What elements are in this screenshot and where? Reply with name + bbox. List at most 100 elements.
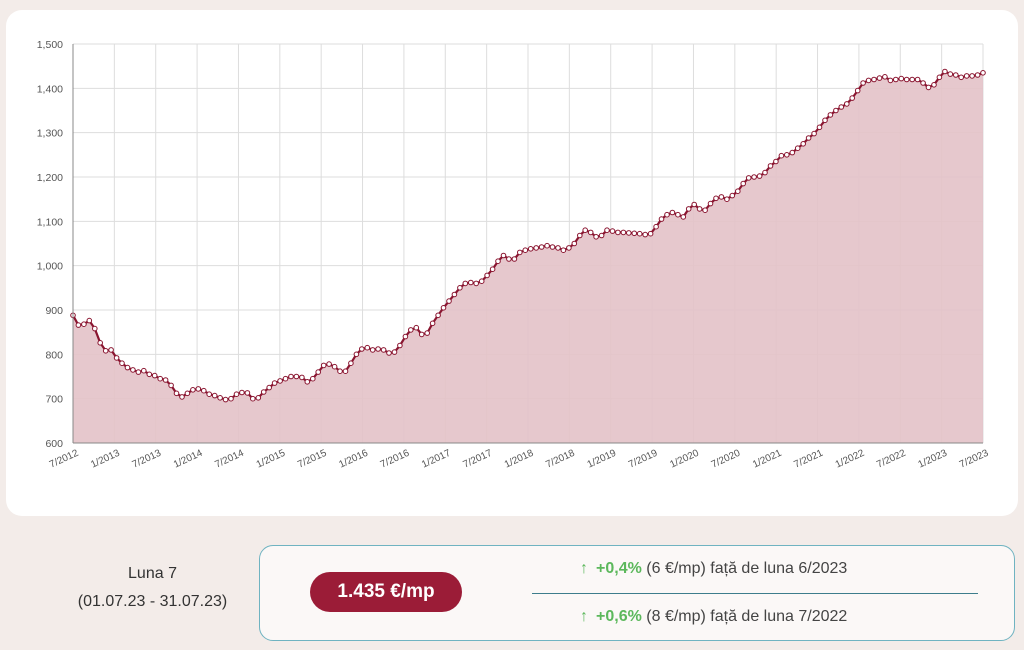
data-point <box>925 84 932 91</box>
data-point <box>260 389 267 395</box>
data-point <box>402 333 409 340</box>
data-point <box>936 74 943 81</box>
period-title: Luna 7 <box>128 565 177 582</box>
price-chart: 1,500 1,400 1,300 1,200 1,100 1,000 900 800 700 6… <box>37 39 991 471</box>
data-point <box>794 145 801 151</box>
data-point <box>517 249 523 256</box>
data-point <box>778 152 785 159</box>
data-point <box>473 280 480 287</box>
data-point <box>337 368 343 375</box>
data-point <box>206 391 212 398</box>
data-point <box>713 195 719 202</box>
data-point <box>326 361 332 367</box>
data-point <box>522 247 529 253</box>
y-tick-label: 1,200 <box>37 172 63 184</box>
x-tick-label: 7/2019 <box>627 448 660 471</box>
arrow-up-icon: ↑ <box>580 608 588 625</box>
data-point <box>642 231 649 238</box>
data-point <box>724 196 730 202</box>
data-point <box>102 348 109 354</box>
x-tick-label: 1/2020 <box>668 448 701 471</box>
y-tick-label: 1,100 <box>37 216 63 228</box>
data-point <box>838 104 845 110</box>
data-point <box>696 206 703 212</box>
data-point <box>800 141 807 147</box>
change-absolute: (6 €/mp) <box>646 560 706 577</box>
data-point <box>849 95 856 101</box>
data-point <box>920 80 926 86</box>
x-tick-label: 1/2018 <box>503 448 536 471</box>
data-point <box>702 207 708 213</box>
data-point <box>271 380 278 386</box>
x-tick-label: 1/2021 <box>751 448 784 471</box>
data-point <box>805 135 812 141</box>
data-point <box>555 245 561 251</box>
data-point <box>222 396 229 403</box>
data-point <box>244 390 251 396</box>
data-point <box>685 206 692 212</box>
change-yearly: ↑ +0,6% (8 €/mp) față de luna 7/2022 <box>580 608 847 626</box>
data-point <box>299 374 305 381</box>
data-point <box>647 230 654 237</box>
chart-card: 1,500 1,400 1,300 1,200 1,100 1,000 900 800 700 6… <box>6 10 1018 516</box>
data-point <box>527 246 534 252</box>
data-point <box>598 232 605 239</box>
data-point <box>184 390 191 397</box>
x-tick-label: 7/2021 <box>792 448 825 471</box>
data-point <box>113 355 120 361</box>
data-point <box>664 211 670 218</box>
data-point <box>789 149 796 156</box>
x-tick-label: 7/2016 <box>379 448 412 471</box>
data-point <box>658 216 665 222</box>
data-point <box>468 279 474 286</box>
data-point <box>348 360 354 367</box>
data-point <box>168 382 174 389</box>
data-point <box>566 245 572 251</box>
data-point <box>429 320 436 327</box>
data-point <box>844 101 850 107</box>
data-point <box>369 347 376 353</box>
y-tick-label: 900 <box>45 305 63 317</box>
data-point <box>119 360 125 367</box>
divider <box>532 593 978 594</box>
data-point <box>729 192 736 199</box>
data-point <box>304 379 311 385</box>
data-point <box>538 244 545 250</box>
data-point <box>408 327 414 333</box>
data-point <box>680 214 687 220</box>
data-point <box>675 211 681 218</box>
data-point <box>593 234 599 240</box>
data-point <box>947 71 954 77</box>
data-point <box>293 373 300 380</box>
stats-card: 1.435 €/mp ↑ +0,4% (6 €/mp) față de luna … <box>259 545 1015 641</box>
x-tick-label: 7/2014 <box>213 448 246 471</box>
data-point <box>391 349 398 355</box>
data-point <box>92 325 98 332</box>
x-tick-label: 7/2015 <box>296 448 329 471</box>
data-point <box>860 80 866 86</box>
data-point <box>195 386 202 392</box>
data-point <box>544 242 550 249</box>
data-point <box>577 232 583 239</box>
data-point <box>484 272 490 279</box>
x-tick-label: 7/2012 <box>48 448 81 471</box>
x-tick-label: 7/2013 <box>131 448 164 471</box>
data-point <box>549 244 556 250</box>
period-range: (01.07.23 - 31.07.23) <box>77 593 228 610</box>
data-point <box>909 76 916 83</box>
data-point <box>636 230 643 237</box>
data-point <box>364 344 371 351</box>
y-tick-label: 1,400 <box>37 83 63 95</box>
y-tick-label: 1,000 <box>37 261 63 273</box>
change-monthly: ↑ +0,4% (6 €/mp) față de luna 6/2023 <box>580 560 847 578</box>
data-point <box>233 391 240 398</box>
data-point <box>457 285 463 291</box>
data-point <box>854 87 861 94</box>
data-point <box>773 158 779 165</box>
x-tick-label: 1/2017 <box>420 448 453 471</box>
data-point <box>282 375 289 382</box>
data-point <box>239 389 245 396</box>
data-point <box>342 368 349 375</box>
data-point <box>865 77 872 84</box>
data-point <box>958 74 965 81</box>
